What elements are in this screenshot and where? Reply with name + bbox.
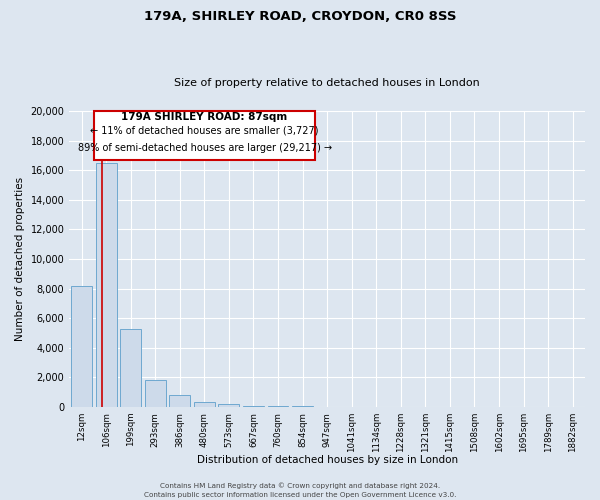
Bar	[71, 286, 92, 407]
Bar	[169, 395, 190, 407]
X-axis label: Distribution of detached houses by size in London: Distribution of detached houses by size …	[197, 455, 458, 465]
FancyBboxPatch shape	[94, 111, 315, 160]
Bar	[292, 406, 313, 407]
Text: Contains HM Land Registry data © Crown copyright and database right 2024.: Contains HM Land Registry data © Crown c…	[160, 482, 440, 489]
Bar	[120, 328, 141, 407]
Bar	[243, 406, 264, 407]
Title: Size of property relative to detached houses in London: Size of property relative to detached ho…	[174, 78, 480, 88]
Text: 89% of semi-detached houses are larger (29,217) →: 89% of semi-detached houses are larger (…	[77, 143, 332, 153]
Bar	[95, 163, 116, 407]
Y-axis label: Number of detached properties: Number of detached properties	[15, 177, 25, 341]
Text: 179A, SHIRLEY ROAD, CROYDON, CR0 8SS: 179A, SHIRLEY ROAD, CROYDON, CR0 8SS	[144, 10, 456, 23]
Bar	[194, 402, 215, 407]
Bar	[145, 380, 166, 407]
Text: ← 11% of detached houses are smaller (3,727): ← 11% of detached houses are smaller (3,…	[91, 125, 319, 135]
Text: 179A SHIRLEY ROAD: 87sqm: 179A SHIRLEY ROAD: 87sqm	[121, 112, 288, 122]
Bar	[268, 406, 289, 407]
Bar	[218, 404, 239, 407]
Text: Contains public sector information licensed under the Open Government Licence v3: Contains public sector information licen…	[144, 492, 456, 498]
